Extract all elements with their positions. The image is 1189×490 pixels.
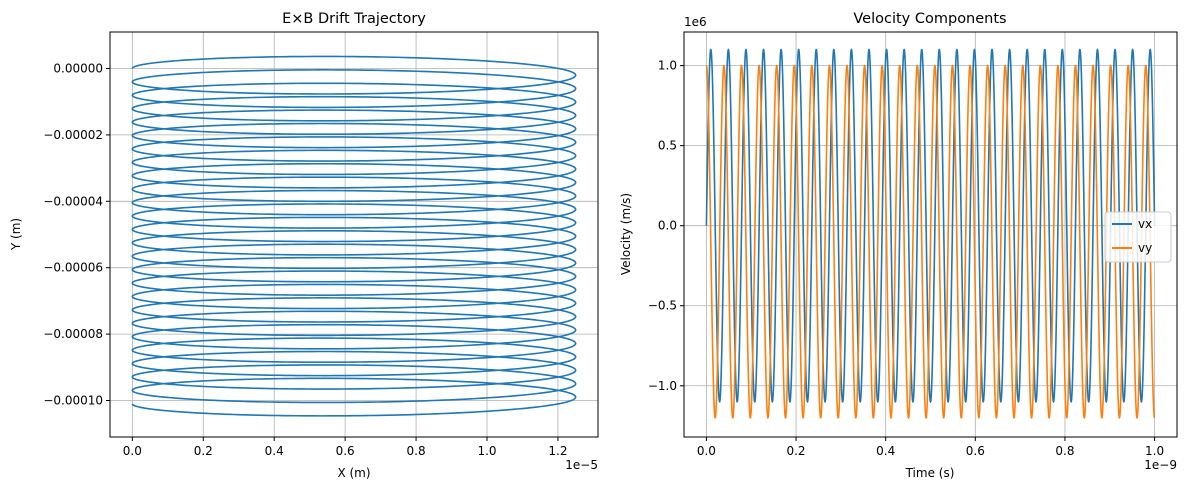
- y-tick-label: 1.0: [658, 59, 677, 73]
- y-tick-label: −0.00002: [43, 128, 103, 142]
- y-tick-label: −0.00010: [43, 393, 103, 407]
- velocity-ticks: 0.0 0.2 0.4 0.6 0.8 1.0 −1.0 −0.5 0.0 0.5 1.0: [648, 59, 1164, 458]
- trajectory-chart: 0.0 0.2 0.4 0.6 0.8 1.0 1.2 0.00000 −0.00002 −0.0…: [9, 11, 599, 480]
- y-tick-label: −0.00006: [43, 261, 103, 275]
- x-tick-label: 0.4: [265, 444, 284, 458]
- x-tick-label: 0.0: [123, 444, 142, 458]
- velocity-title: Velocity Components: [853, 11, 1006, 27]
- x-tick-label: 1.2: [548, 444, 567, 458]
- x-tick-label: 0.0: [697, 444, 716, 458]
- trajectory-x-axis-label: X (m): [337, 466, 370, 480]
- x-tick-label: 0.8: [1055, 444, 1074, 458]
- y-tick-label: −0.00008: [43, 327, 103, 341]
- velocity-y-offset: 1e6: [684, 15, 707, 29]
- velocity-chart: 0.0 0.2 0.4 0.6 0.8 1.0 −1.0 −0.5 0.0 0.5 1.0 Velo…: [619, 11, 1178, 480]
- legend-label-vx: vx: [1138, 217, 1152, 231]
- y-tick-label: 0.00000: [53, 62, 103, 76]
- velocity-series-line-vx: [705, 48, 1156, 404]
- y-tick-label: −0.00004: [43, 194, 103, 208]
- y-tick-label: 0.0: [658, 219, 677, 233]
- trajectory-x-offset: 1e−5: [565, 458, 598, 472]
- velocity-plot-area: [705, 48, 1156, 420]
- x-tick-label: 0.2: [194, 444, 213, 458]
- velocity-series-line-vy: [705, 64, 1156, 420]
- velocity-x-offset: 1e−9: [1144, 458, 1177, 472]
- trajectory-series-line: [131, 55, 577, 417]
- velocity-y-axis-label: Velocity (m/s): [619, 193, 633, 275]
- trajectory-ticks: 0.0 0.2 0.4 0.6 0.8 1.0 1.2 0.00000 −0.00002 −0.0…: [43, 62, 567, 458]
- x-tick-label: 1.0: [477, 444, 496, 458]
- trajectory-plot-area: [131, 55, 577, 417]
- trajectory-title: E×B Drift Trajectory: [282, 11, 426, 27]
- velocity-axes-frame: [683, 31, 1178, 438]
- x-tick-label: 1.0: [1145, 444, 1164, 458]
- x-tick-label: 0.6: [966, 444, 985, 458]
- trajectory-y-axis-label: Y (m): [9, 218, 23, 251]
- trajectory-axes-frame: [109, 31, 599, 438]
- velocity-legend: vx vy: [1104, 211, 1172, 263]
- x-tick-label: 0.4: [876, 444, 895, 458]
- y-tick-label: −0.5: [648, 299, 677, 313]
- velocity-x-axis-label: Time (s): [905, 466, 955, 480]
- legend-label-vy: vy: [1138, 241, 1152, 255]
- x-tick-label: 0.6: [336, 444, 355, 458]
- x-tick-label: 0.8: [407, 444, 426, 458]
- x-tick-label: 0.2: [786, 444, 805, 458]
- y-tick-label: −1.0: [648, 379, 677, 393]
- y-tick-label: 0.5: [658, 139, 677, 153]
